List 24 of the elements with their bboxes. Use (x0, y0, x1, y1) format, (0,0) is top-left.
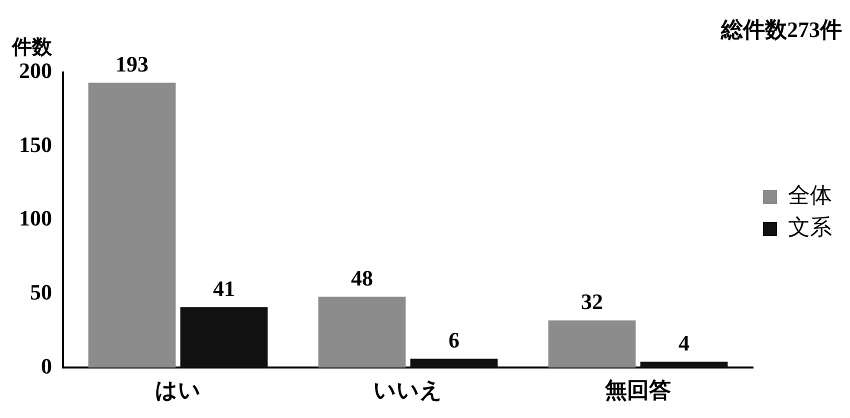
bar (180, 307, 268, 368)
bar (318, 296, 406, 368)
legend-label: 全体 (788, 184, 832, 209)
y-tick-label: 100 (19, 206, 52, 231)
y-axis-title: 件数 (11, 36, 53, 59)
chart-title: 総件数273件 (720, 16, 842, 42)
data-label: 6 (448, 327, 460, 352)
x-tick-label: はい (155, 377, 201, 402)
legend-label: 文系 (788, 216, 832, 241)
data-label: 32 (581, 289, 603, 314)
y-tick-label: 0 (41, 353, 52, 378)
data-label: 193 (116, 51, 148, 76)
bar (410, 358, 498, 368)
x-tick-label: いいえ (374, 377, 442, 402)
y-tick-label: 200 (19, 58, 52, 84)
data-label: 48 (351, 265, 373, 290)
y-tick-label: 50 (30, 279, 52, 304)
bar (88, 82, 176, 368)
bar (640, 362, 728, 368)
x-tick-label: 無回答 (604, 377, 671, 402)
data-label: 41 (213, 276, 235, 301)
y-tick-label: 150 (19, 132, 52, 157)
data-label: 4 (678, 330, 690, 356)
bar (548, 320, 636, 368)
